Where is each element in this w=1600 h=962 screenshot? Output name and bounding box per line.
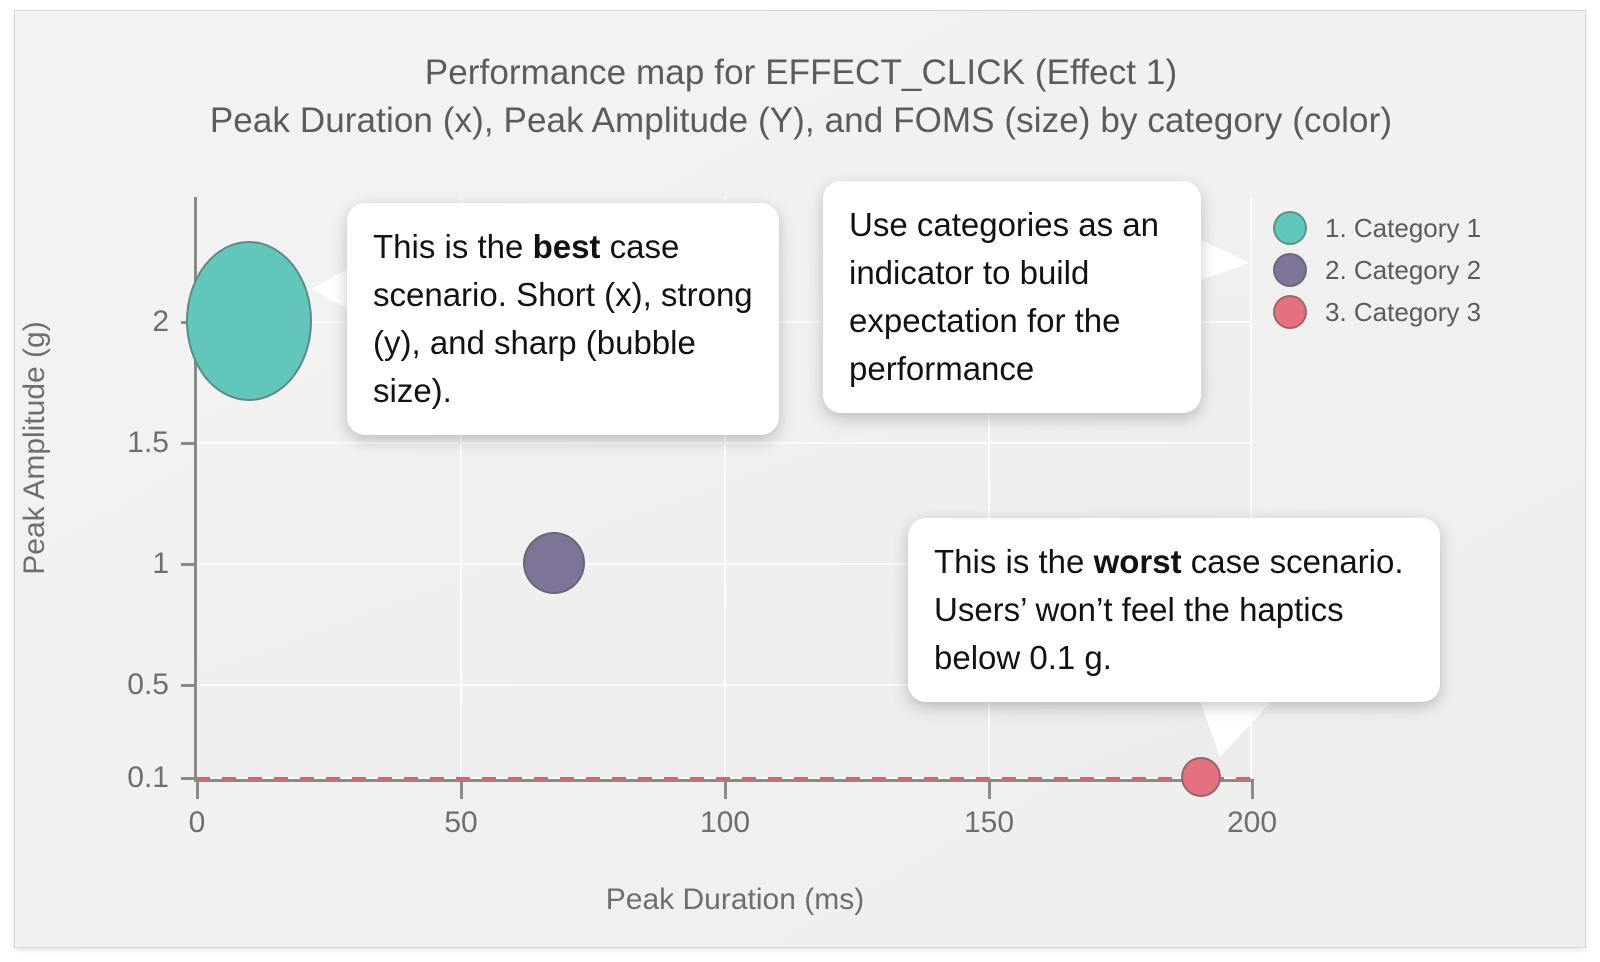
- x-tick-label-150: 150: [963, 806, 1015, 839]
- callout-best-case: This is the best case scenario. Short (x…: [347, 203, 779, 435]
- y-tick-label-2: 2: [152, 305, 169, 338]
- x-tick-label-0: 0: [188, 806, 206, 839]
- x-tick-0: [196, 782, 199, 799]
- page-title: Performance map for EFFECT_CLICK (Effect…: [424, 53, 1178, 92]
- y-axis-title: Peak Amplitude (g): [18, 321, 51, 575]
- x-tick-label-100: 100: [699, 806, 751, 839]
- chart-title-block: Performance map for EFFECT_CLICK (Effect…: [15, 49, 1587, 145]
- legend-swatch-icon: [1273, 211, 1307, 245]
- legend-item-category-2[interactable]: 2. Category 2: [1273, 249, 1573, 291]
- bubble-category-1[interactable]: [186, 241, 312, 401]
- y-tick-label-1: 1: [152, 547, 169, 580]
- callout-categories-indicator: Use categories as an indicator to build …: [823, 181, 1201, 413]
- legend-item-label: 3. Category 3: [1325, 296, 1482, 327]
- x-tick-label-50: 50: [444, 806, 478, 839]
- bubble-category-2[interactable]: [523, 532, 585, 594]
- x-tick-200: [1251, 782, 1254, 799]
- legend-swatch-icon: [1273, 295, 1307, 329]
- x-tick-50: [460, 782, 463, 799]
- x-tick-label-200: 200: [1226, 806, 1278, 839]
- callout-worst-case: This is the worst case scenario. Users’ …: [908, 518, 1440, 702]
- callout-text-before: Use categories as an indicator to build …: [849, 206, 1160, 387]
- legend: 1. Category 1 2. Category 2 3. Category …: [1273, 207, 1573, 333]
- y-tick-0_5: [181, 684, 196, 687]
- gridline-x-50: [460, 197, 462, 779]
- x-tick-100: [724, 782, 727, 799]
- y-tick-label-0_5: 0.5: [127, 668, 169, 701]
- legend-swatch-icon: [1273, 253, 1307, 287]
- y-tick-1: [181, 563, 196, 566]
- page-subtitle: Peak Duration (x), Peak Amplitude (Y), a…: [209, 101, 1393, 140]
- callout-text-before: This is the: [934, 543, 1094, 580]
- legend-item-category-1[interactable]: 1. Category 1: [1273, 207, 1573, 249]
- chart-card: Performance map for EFFECT_CLICK (Effect…: [14, 10, 1586, 948]
- bubble-category-3[interactable]: [1181, 757, 1221, 797]
- legend-item-category-3[interactable]: 3. Category 3: [1273, 291, 1573, 333]
- y-tick-label-0_1: 0.1: [127, 761, 169, 794]
- x-tick-150: [988, 782, 991, 799]
- gridline-x-200: [1250, 197, 1252, 779]
- x-axis-title: Peak Duration (ms): [605, 883, 865, 916]
- legend-item-label: 1. Category 1: [1325, 212, 1482, 243]
- y-tick-1_5: [181, 442, 196, 445]
- callout-text-after: case scenario. Users’ won’t feel the hap…: [934, 543, 1404, 676]
- gridline-x-100: [724, 197, 726, 779]
- callout-emphasis: worst: [1093, 543, 1182, 580]
- callout-text-after: case scenario. Short (x), strong (y), an…: [373, 228, 753, 409]
- gridline-x-150: [988, 197, 990, 779]
- callout-emphasis: best: [532, 228, 601, 265]
- x-axis-line: [194, 779, 1254, 782]
- legend-item-label: 2. Category 2: [1325, 254, 1482, 285]
- y-axis-line: [194, 197, 197, 781]
- callout-text-before: This is the: [373, 228, 533, 265]
- y-tick-label-1_5: 1.5: [127, 426, 169, 459]
- y-tick-0_1: [181, 777, 196, 780]
